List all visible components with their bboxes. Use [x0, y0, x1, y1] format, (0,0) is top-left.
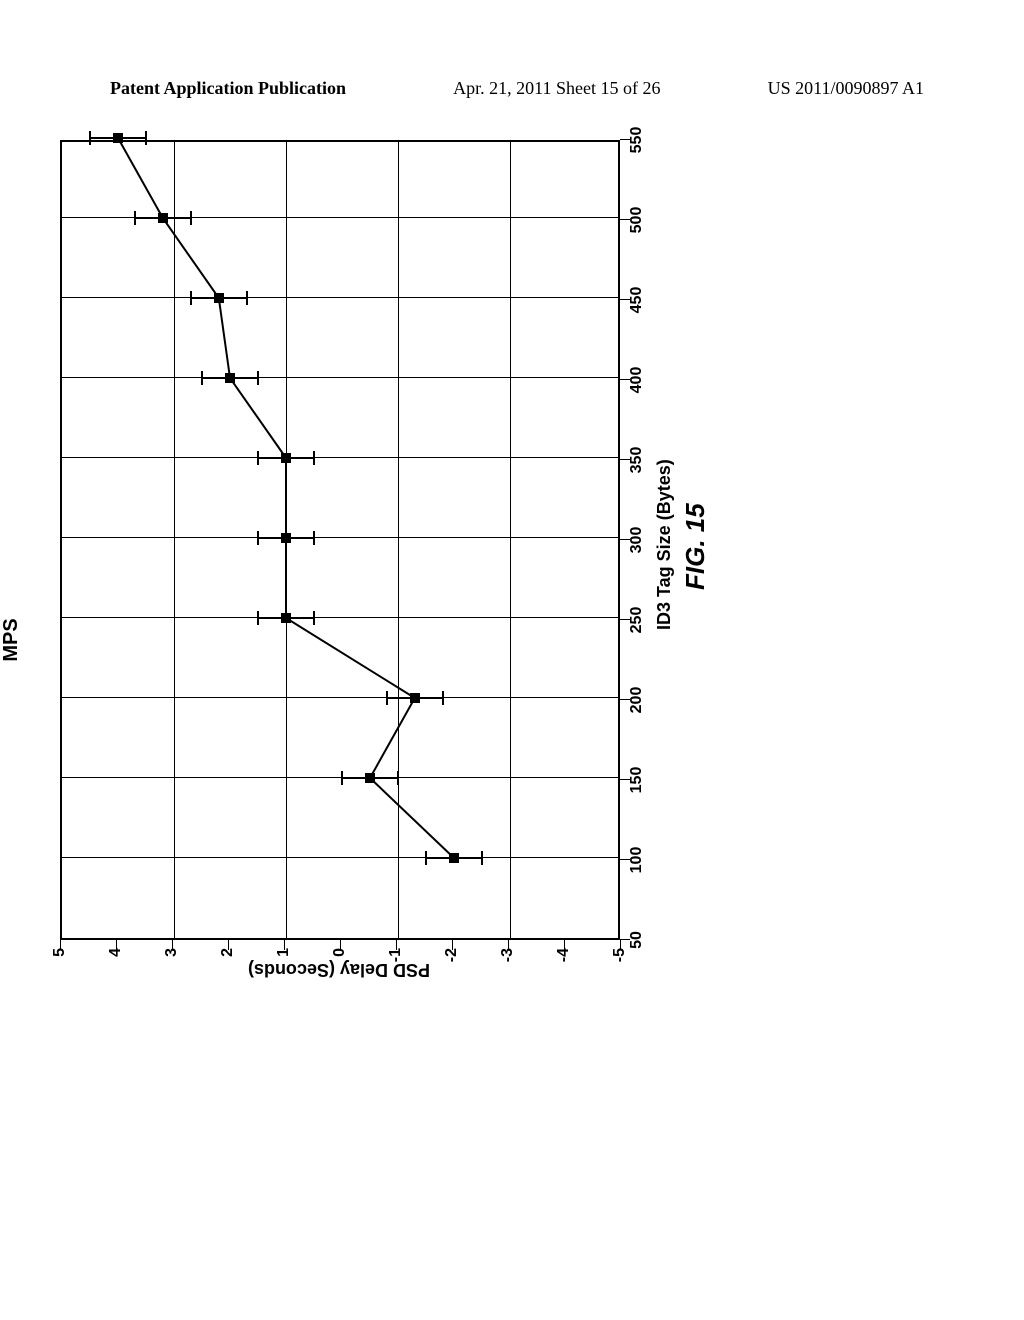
x-tick-mark [620, 299, 630, 300]
error-bar-cap [313, 611, 315, 625]
error-bar-cap [190, 291, 192, 305]
y-tick-mark [340, 940, 341, 950]
y-tick-mark [452, 940, 453, 950]
y-axis-label: PSD Delay (Seconds) [248, 959, 430, 980]
data-marker [281, 533, 291, 543]
x-tick-mark [620, 779, 630, 780]
x-tick-mark [620, 939, 630, 940]
y-tick-label: 2 [219, 948, 237, 988]
x-tick-mark [620, 219, 630, 220]
data-marker [449, 853, 459, 863]
x-tick-mark [620, 379, 630, 380]
error-bar-cap [442, 691, 444, 705]
x-tick-label: 550 [628, 127, 646, 154]
x-tick-label: 300 [628, 527, 646, 554]
x-tick-mark [620, 619, 630, 620]
y-tick-label: -3 [499, 948, 517, 988]
error-bar-cap [313, 531, 315, 545]
data-marker [113, 133, 123, 143]
x-tick-mark [620, 539, 630, 540]
x-tick-mark [620, 699, 630, 700]
figure-label: FIG. 15 [680, 503, 711, 590]
x-tick-label: 350 [628, 447, 646, 474]
error-bar-cap [425, 851, 427, 865]
chart-container: MPS 50100150200250300350400450500550 -5-… [40, 280, 960, 1000]
data-marker [281, 613, 291, 623]
y-tick-mark [508, 940, 509, 950]
y-tick-mark [228, 940, 229, 950]
y-tick-mark [620, 940, 621, 950]
y-tick-mark [284, 940, 285, 950]
error-bar-cap [386, 691, 388, 705]
data-marker [365, 773, 375, 783]
y-tick-mark [116, 940, 117, 950]
y-tick-label: 4 [107, 948, 125, 988]
x-tick-label: 400 [628, 367, 646, 394]
error-bar-cap [341, 771, 343, 785]
header-left: Patent Application Publication [110, 78, 346, 99]
header-right: US 2011/0090897 A1 [768, 78, 924, 99]
error-bar-cap [257, 371, 259, 385]
data-line [118, 138, 454, 858]
chart-svg [62, 138, 622, 938]
y-tick-mark [396, 940, 397, 950]
error-bar-cap [481, 851, 483, 865]
x-tick-label: 50 [628, 931, 646, 949]
data-marker [410, 693, 420, 703]
chart-plot-area [60, 140, 620, 940]
y-tick-label: 5 [51, 948, 69, 988]
error-bar-cap [190, 211, 192, 225]
x-tick-label: 150 [628, 767, 646, 794]
y-tick-mark [172, 940, 173, 950]
x-tick-mark [620, 139, 630, 140]
error-bar-cap [257, 531, 259, 545]
x-tick-label: 500 [628, 207, 646, 234]
data-marker [214, 293, 224, 303]
error-bar-cap [246, 291, 248, 305]
y-tick-label: -4 [555, 948, 573, 988]
error-bar-cap [134, 211, 136, 225]
x-axis-label: ID3 Tag Size (Bytes) [654, 459, 675, 630]
x-tick-label: 100 [628, 847, 646, 874]
data-marker [158, 213, 168, 223]
error-bar-cap [145, 131, 147, 145]
chart-title: MPS [0, 280, 23, 1000]
error-bar-cap [89, 131, 91, 145]
error-bar-cap [201, 371, 203, 385]
x-tick-label: 450 [628, 287, 646, 314]
x-tick-label: 200 [628, 687, 646, 714]
error-bar-cap [397, 771, 399, 785]
y-tick-label: -2 [443, 948, 461, 988]
data-marker [225, 373, 235, 383]
page-header: Patent Application Publication Apr. 21, … [0, 78, 1024, 99]
error-bar-cap [313, 451, 315, 465]
x-tick-mark [620, 859, 630, 860]
x-tick-mark [620, 459, 630, 460]
y-tick-label: 3 [163, 948, 181, 988]
error-bar-cap [257, 611, 259, 625]
x-tick-label: 250 [628, 607, 646, 634]
y-tick-mark [60, 940, 61, 950]
header-mid: Apr. 21, 2011 Sheet 15 of 26 [453, 78, 660, 99]
y-tick-mark [564, 940, 565, 950]
data-marker [281, 453, 291, 463]
y-tick-label: -5 [611, 948, 629, 988]
error-bar-cap [257, 451, 259, 465]
